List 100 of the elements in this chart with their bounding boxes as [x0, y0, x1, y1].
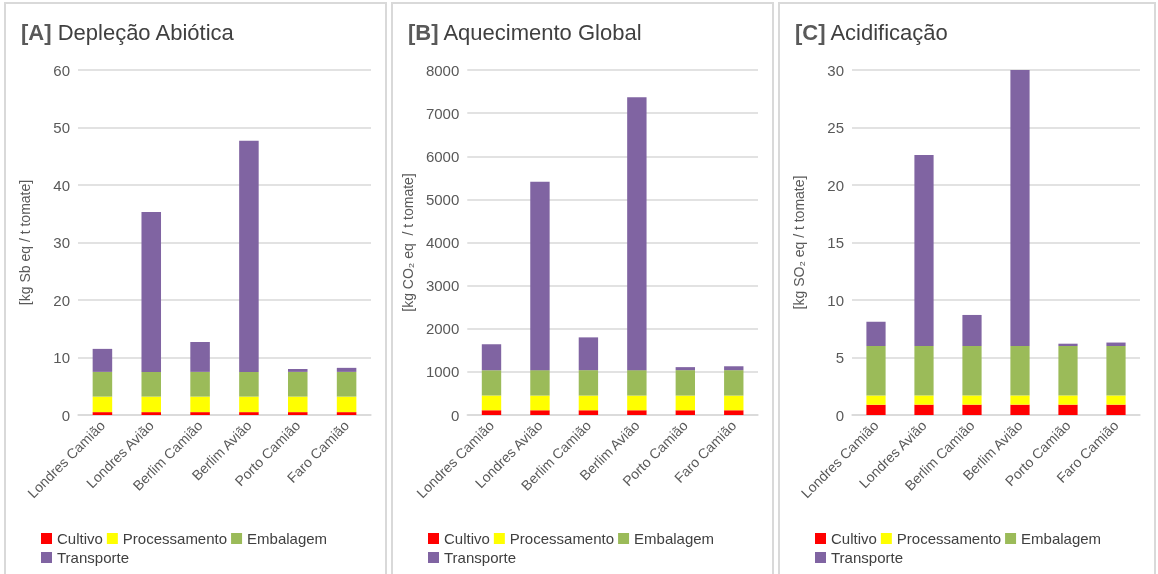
bar — [627, 395, 647, 411]
bar — [724, 370, 744, 396]
bar — [866, 321, 886, 346]
bar — [92, 348, 113, 372]
y-tick-label: 50 — [53, 119, 70, 136]
y-tick-label: 30 — [53, 234, 70, 251]
bar — [627, 97, 647, 371]
bar — [287, 396, 308, 413]
bar — [530, 181, 550, 371]
legend-label: Cultivo — [57, 530, 103, 547]
chart-title: [A] Depleção Abiótica — [21, 19, 235, 45]
bar — [530, 370, 550, 396]
bar — [530, 395, 550, 411]
bar — [481, 370, 502, 396]
bar — [239, 140, 259, 372]
legend-label: Embalagem — [1021, 530, 1102, 547]
legend-label: Embalagem — [634, 530, 715, 547]
y-tick-label: 0 — [61, 406, 70, 424]
bar — [287, 371, 308, 397]
chart-title: [B] Aquecimento Global — [408, 19, 642, 45]
bar — [336, 412, 357, 415]
y-tick-label: 0 — [450, 406, 460, 424]
bar — [675, 410, 696, 415]
bar — [578, 395, 599, 411]
bar — [724, 410, 744, 415]
bar — [1106, 404, 1126, 415]
y-tick-label: 3000 — [425, 277, 460, 295]
y-tick-label: 1000 — [425, 363, 460, 381]
legend-label: Cultivo — [831, 530, 877, 547]
bar — [1106, 395, 1126, 405]
y-tick-label: 20 — [53, 291, 70, 309]
legend-label: Transporte — [831, 549, 903, 566]
bar — [866, 404, 886, 415]
y-tick-label: 25 — [827, 119, 844, 136]
bar — [675, 367, 696, 371]
y-tick-label: 5 — [835, 349, 844, 366]
bar — [866, 395, 886, 405]
bar — [1058, 404, 1078, 415]
bar — [1106, 346, 1126, 396]
bar — [190, 371, 210, 397]
legend-label: Processamento — [509, 530, 615, 547]
bar — [1058, 343, 1078, 346]
bar — [239, 371, 259, 397]
bar — [1010, 404, 1030, 415]
bar — [914, 395, 934, 405]
y-tick-label: 10 — [827, 291, 844, 309]
bar — [190, 341, 210, 372]
bar — [1058, 346, 1078, 396]
bar — [239, 412, 259, 415]
y-axis-title: [kg Sb eq / t tomate] — [17, 179, 33, 306]
y-tick-label: 2000 — [425, 320, 460, 338]
bar — [190, 396, 210, 413]
bar — [1010, 70, 1030, 346]
bar — [141, 212, 162, 372]
bar — [190, 412, 210, 415]
bar — [962, 346, 982, 396]
y-tick-label: 7000 — [425, 104, 460, 122]
bar — [578, 410, 599, 415]
bar — [336, 396, 357, 413]
y-tick-label: 20 — [827, 176, 844, 194]
bar — [141, 371, 162, 397]
bar — [141, 412, 162, 415]
y-tick-label: 0 — [835, 406, 844, 424]
y-tick-label: 60 — [53, 61, 70, 79]
y-tick-label: 5000 — [425, 190, 460, 208]
bar — [627, 370, 647, 396]
y-tick-label: 40 — [53, 176, 70, 194]
y-tick-label: 30 — [827, 61, 844, 79]
bar — [866, 346, 886, 396]
bar — [962, 314, 982, 346]
bar — [578, 370, 599, 396]
bar — [962, 395, 982, 405]
bar — [481, 395, 502, 411]
bar — [675, 395, 696, 411]
bar — [675, 370, 696, 396]
legend-label: Transporte — [57, 549, 129, 566]
bar — [1058, 395, 1078, 405]
bar — [724, 366, 744, 371]
y-axis-title: [kg SO₂ eq / t tomate] — [791, 175, 807, 310]
bar — [578, 337, 599, 371]
bar — [287, 412, 308, 415]
bar — [1106, 342, 1126, 346]
bar — [1010, 395, 1030, 405]
legend-label: Cultivo — [444, 530, 490, 547]
bar — [287, 369, 308, 372]
bar — [914, 404, 934, 415]
bar — [481, 344, 502, 371]
bar — [481, 410, 502, 415]
y-tick-label: 4000 — [425, 234, 460, 251]
y-tick-label: 8000 — [425, 61, 460, 79]
bar — [336, 371, 357, 397]
bar — [724, 395, 744, 411]
y-tick-label: 10 — [53, 349, 70, 366]
bar — [914, 346, 934, 396]
y-tick-label: 15 — [827, 234, 844, 251]
bar — [239, 396, 259, 413]
bar — [1010, 346, 1030, 396]
bar — [92, 371, 113, 397]
chart-title: [C] Acidificação — [795, 19, 948, 45]
y-axis-title: [kg CO₂ eq / t tomate] — [400, 173, 416, 312]
